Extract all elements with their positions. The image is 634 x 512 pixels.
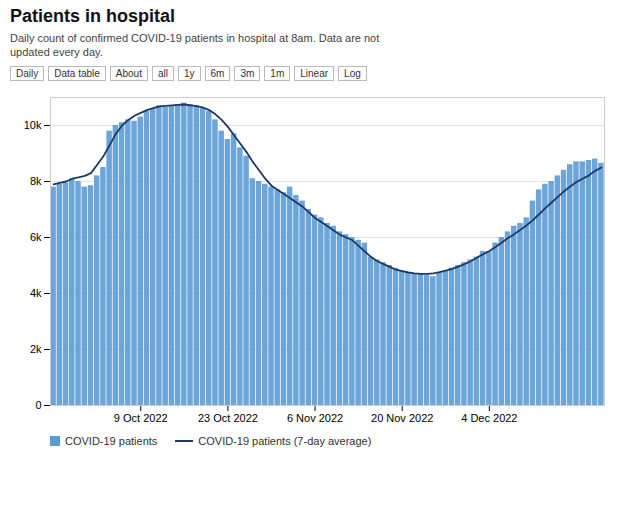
html-text:Daily count of confirmed COVID: Daily count of confirmed COVID-19 patien…	[10, 32, 380, 59]
svg-text:0: 0	[35, 399, 41, 411]
html-text:all: all	[158, 67, 168, 79]
html-text:Daily: Daily	[16, 67, 39, 79]
svg-text:4k: 4k	[30, 287, 42, 299]
html-text:3m: 3m	[240, 67, 255, 79]
svg-text:8k: 8k	[30, 175, 42, 187]
html-text:COVID-19 patients (7-day avera: COVID-19 patients (7-day average)	[198, 434, 372, 447]
html-text:6m: 6m	[210, 67, 225, 79]
svg-text:23 Oct 2022: 23 Oct 2022	[198, 412, 258, 424]
html-text:COVID-19 patients: COVID-19 patients	[65, 434, 158, 447]
svg-text:4 Dec 2022: 4 Dec 2022	[461, 412, 517, 424]
svg-text:10k: 10k	[24, 119, 42, 131]
svg-text:6 Nov 2022: 6 Nov 2022	[287, 412, 343, 424]
svg-text:9 Oct 2022: 9 Oct 2022	[114, 412, 168, 424]
html-text:Data table: Data table	[54, 67, 100, 79]
html-text:1m: 1m	[270, 67, 285, 79]
html-text:1y: 1y	[184, 67, 195, 79]
html-text:Log: Log	[344, 67, 361, 79]
html-text:Patients in hospital: Patients in hospital	[10, 6, 175, 26]
svg-text:2k: 2k	[30, 343, 42, 355]
svg-text:20 Nov 2022: 20 Nov 2022	[371, 412, 433, 424]
html-text:Linear: Linear	[300, 67, 329, 79]
svg-text:6k: 6k	[30, 231, 42, 243]
html-text:About: About	[115, 67, 142, 79]
